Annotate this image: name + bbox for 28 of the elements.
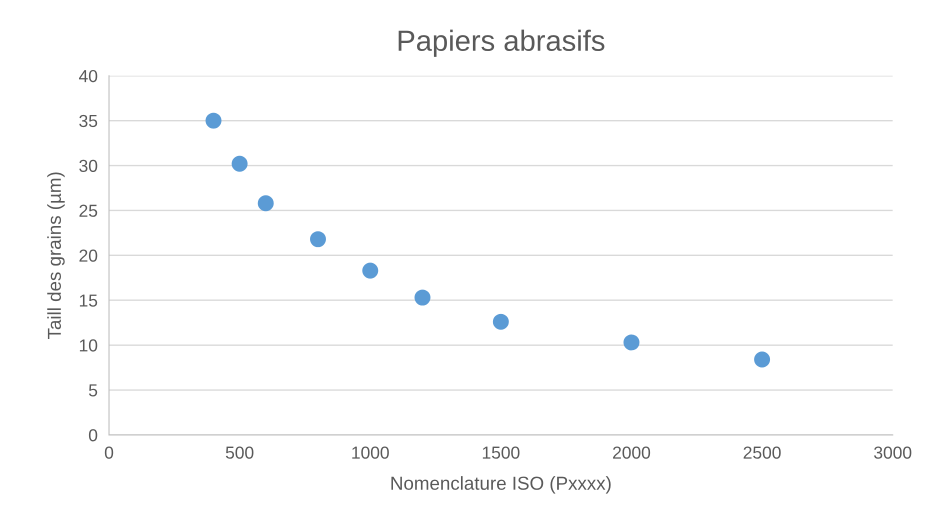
y-axis-title: Taill des grains (µm) — [47, 172, 65, 339]
y-tick-label: 5 — [88, 384, 98, 396]
x-tick-label: 1500 — [482, 446, 520, 459]
point — [310, 231, 326, 248]
point — [754, 352, 770, 368]
x-tick-label: 0 — [104, 446, 114, 459]
y-tick-label: 10 — [80, 339, 98, 352]
y-tick-label: 25 — [79, 204, 98, 217]
point — [623, 334, 640, 350]
point — [232, 156, 248, 172]
point — [362, 262, 378, 279]
y-tick-label: 20 — [79, 250, 98, 262]
chart-title: Papiers abrasifs — [398, 30, 604, 57]
x-tick-label: 2000 — [613, 446, 650, 459]
y-tick-label: 40 — [78, 70, 98, 82]
y-tick-label: 35 — [79, 114, 98, 128]
x-axis-title: Nomenclature ISO (Pxxxx) — [391, 476, 611, 494]
y-tick-label: 0 — [88, 429, 98, 442]
x-tick-label: 500 — [226, 446, 254, 459]
x-tick-label: 1000 — [352, 446, 389, 459]
y-tick-label: 15 — [80, 294, 98, 307]
x-tick-label: 3000 — [874, 446, 912, 459]
point — [492, 314, 509, 330]
point — [258, 195, 274, 212]
point — [414, 290, 430, 306]
point — [206, 112, 222, 129]
y-tick-label: 30 — [79, 160, 98, 172]
x-tick-label: 2500 — [744, 446, 781, 459]
